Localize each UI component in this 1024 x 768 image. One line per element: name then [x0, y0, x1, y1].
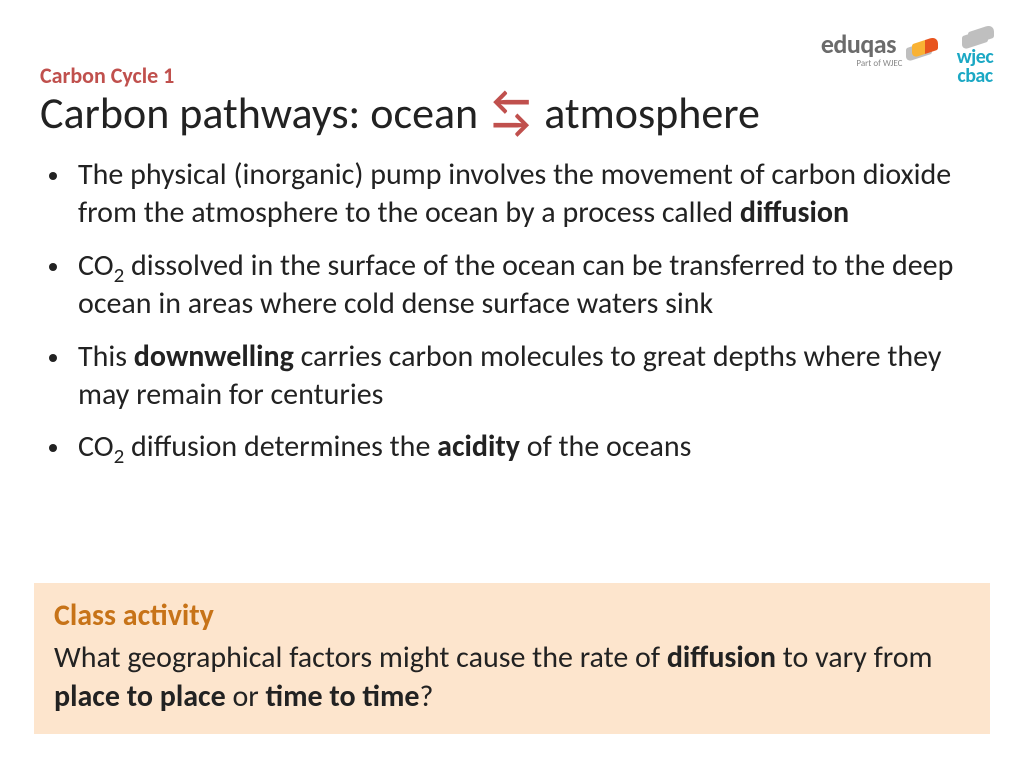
bullet-3-pre: This: [78, 338, 134, 375]
eduqas-subtext: Part of WJEC: [856, 58, 902, 69]
topic-label: Carbon Cycle 1: [40, 62, 174, 89]
bullet-4-mid: diffusion determines the: [124, 428, 437, 465]
swoosh-icon: [900, 40, 938, 64]
bullet-4: CO2 diffusion determines the acidity of …: [72, 428, 982, 466]
bullet-2-text: dissolved in the surface of the ocean ca…: [78, 247, 953, 322]
bullet-4-post: of the oceans: [520, 428, 691, 465]
class-activity-box: Class activity What geographical factors…: [34, 583, 990, 734]
bullet-1-bold: diffusion: [740, 194, 849, 231]
title-post: atmosphere: [544, 86, 760, 140]
bullet-4-sub: 2: [114, 443, 125, 469]
bullet-3-bold: downwelling: [134, 338, 294, 375]
bullet-1: The physical (inorganic) pump involves t…: [72, 156, 982, 233]
exchange-arrows-icon: [492, 90, 530, 136]
activity-t1: What geographical factors might cause th…: [54, 639, 667, 676]
activity-t4: place to place: [54, 678, 226, 715]
page-title: Carbon pathways: ocean atmosphere: [40, 86, 760, 140]
eduqas-logo: eduqas Part of WJEC: [821, 28, 938, 69]
bullet-2-co: CO: [78, 247, 114, 284]
swoosh-icon: [956, 28, 994, 52]
bullet-2: CO2 dissolved in the surface of the ocea…: [72, 247, 982, 324]
activity-t3: to vary from: [776, 639, 933, 676]
activity-t7: ?: [419, 678, 433, 715]
bullet-2-sub: 2: [114, 262, 125, 288]
wjec-logo-text-2: cbac: [957, 67, 992, 86]
activity-title: Class activity: [54, 597, 970, 634]
bullet-4-co: CO: [78, 428, 114, 465]
wjec-logo: wjec cbac: [956, 28, 994, 86]
activity-t6: time to time: [266, 678, 420, 715]
bullet-4-bold: acidity: [437, 428, 520, 465]
activity-t5: or: [226, 678, 266, 715]
activity-text: What geographical factors might cause th…: [54, 638, 970, 716]
bullet-3: This downwelling carries carbon molecule…: [72, 338, 982, 415]
bullet-list: The physical (inorganic) pump involves t…: [72, 156, 982, 481]
title-pre: Carbon pathways: ocean: [40, 86, 478, 140]
logo-group: eduqas Part of WJEC wjec cbac: [821, 28, 994, 86]
eduqas-logo-text: eduqas: [821, 28, 896, 60]
activity-t2: diffusion: [667, 639, 776, 676]
